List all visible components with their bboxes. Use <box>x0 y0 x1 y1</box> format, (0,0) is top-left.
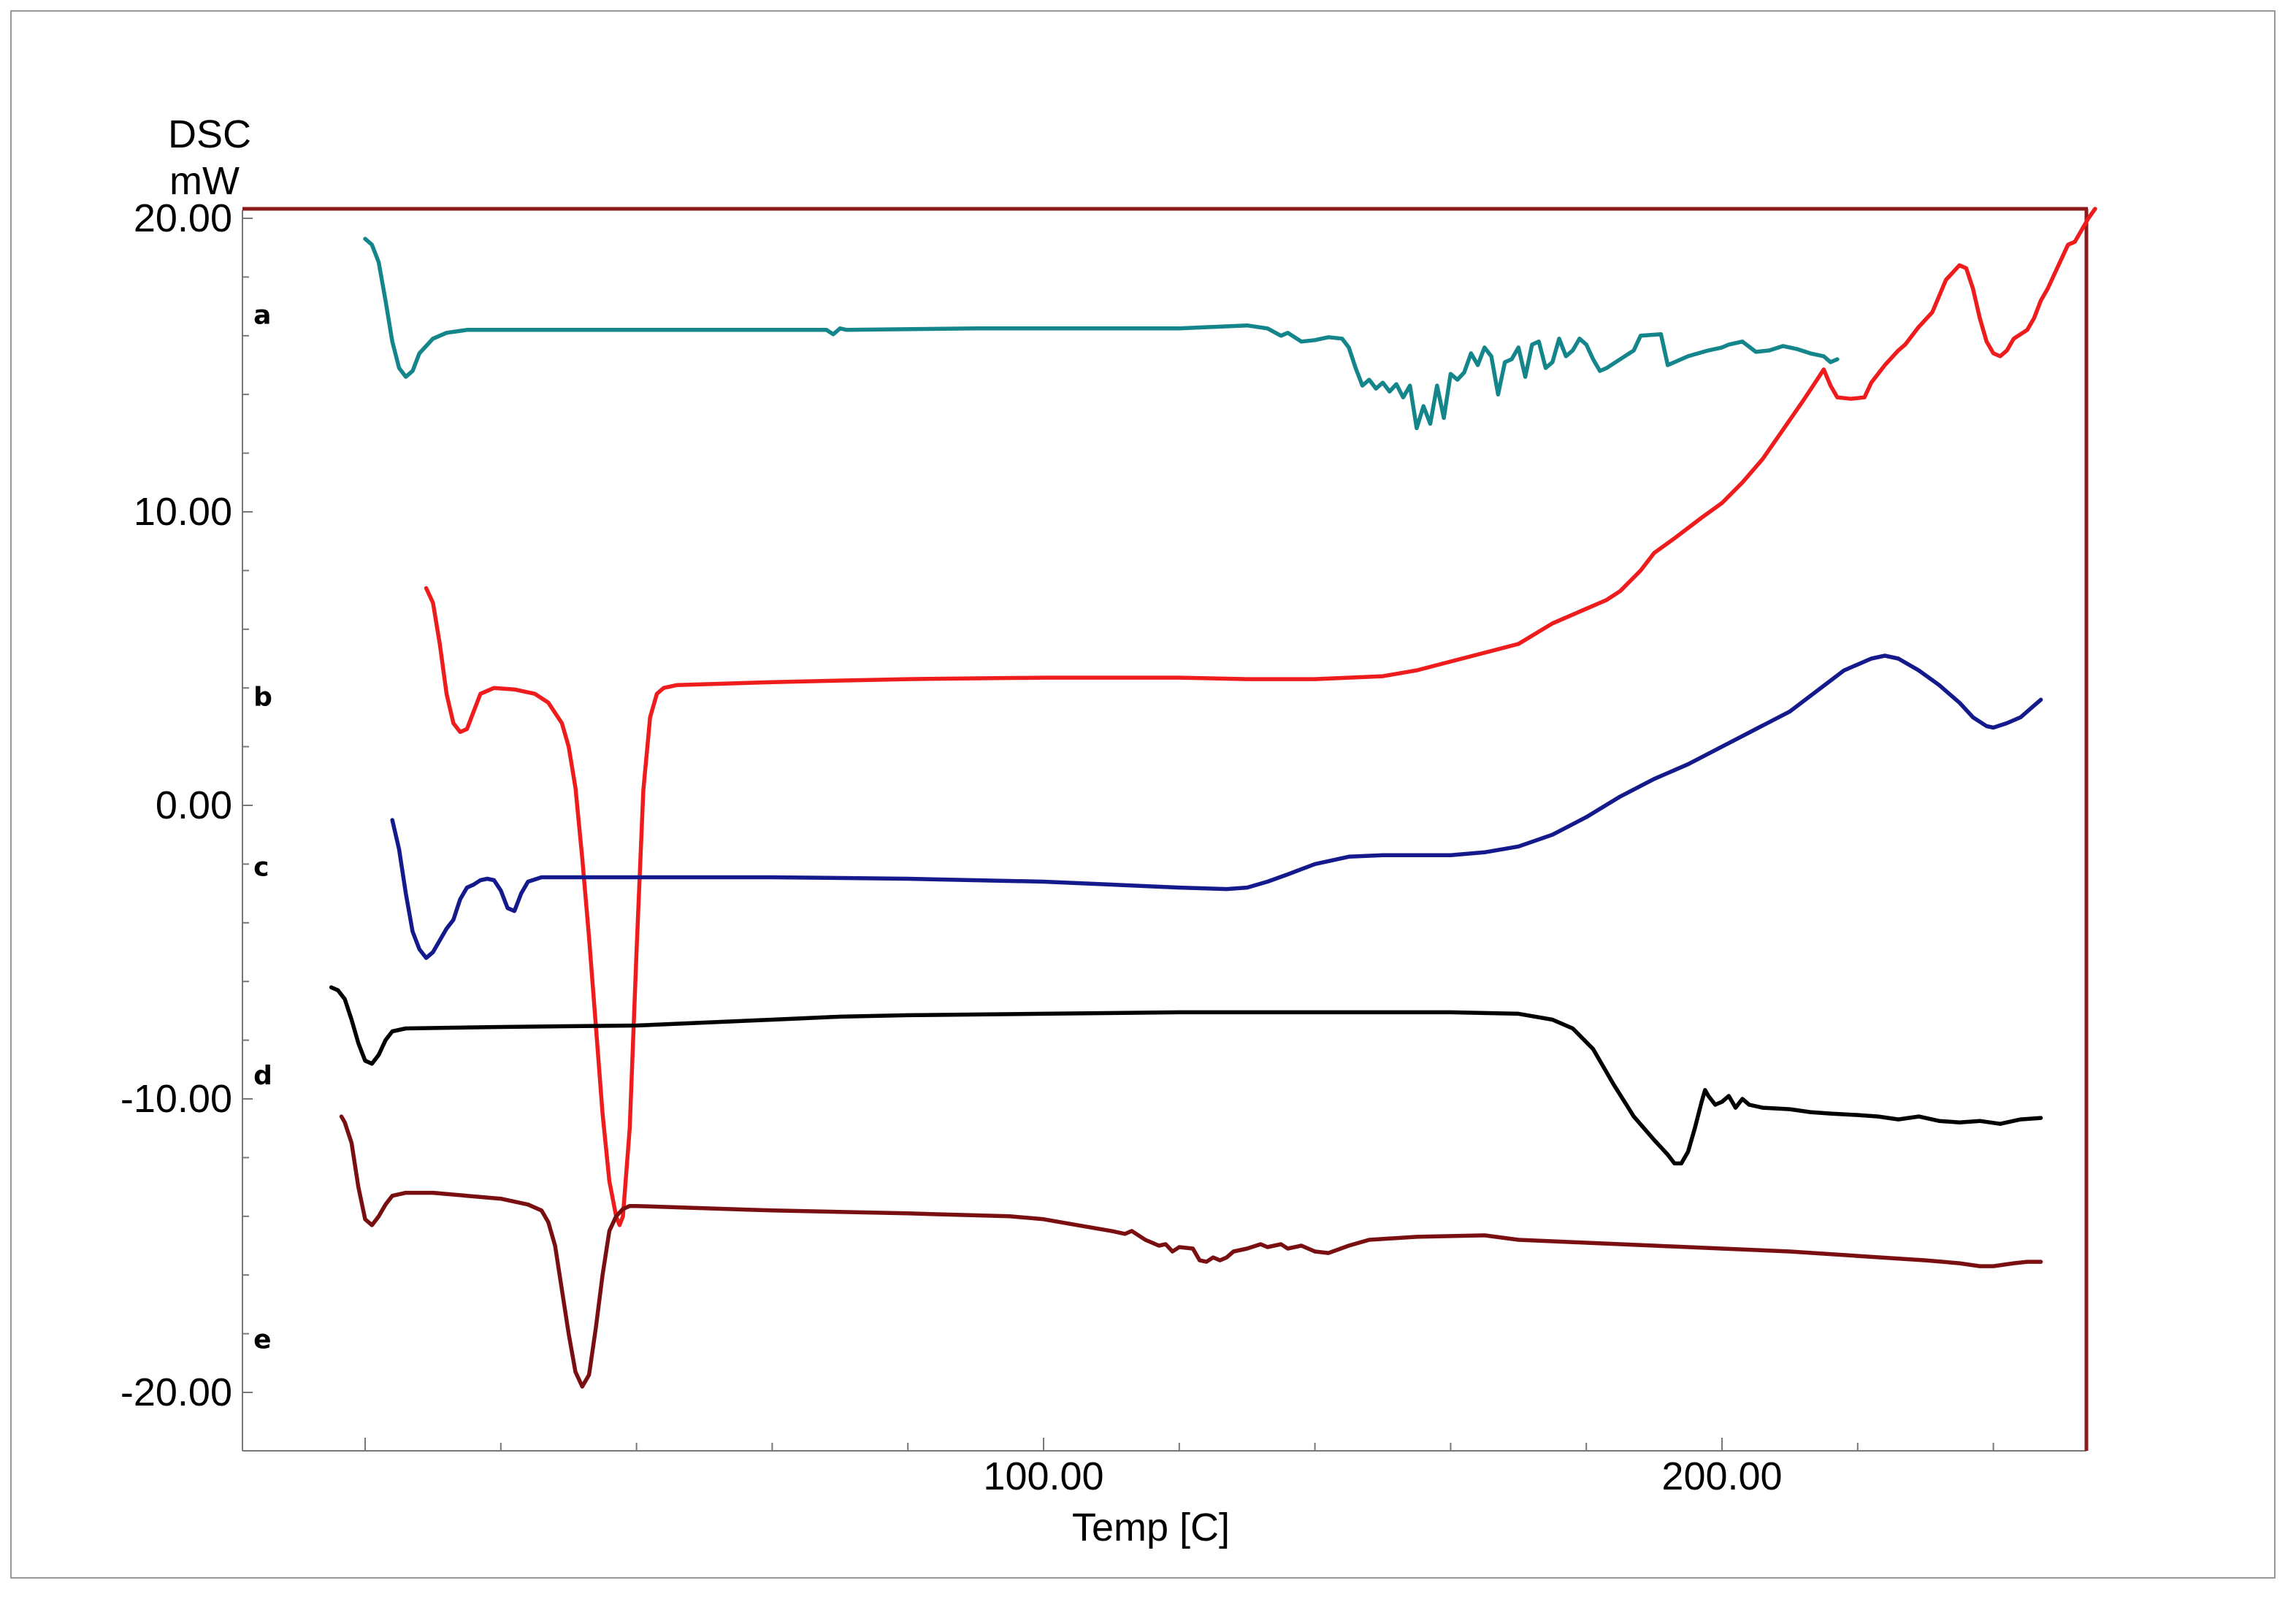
figure-frame <box>10 10 2276 1579</box>
series-line-b <box>424 207 2097 1227</box>
axis-ticks: 20.00 10.00 0.00 -10.00 -20.00 100.00 200.00 <box>120 196 1994 1498</box>
y-axis-title-line1: DSC <box>168 112 251 156</box>
y-tick-label: 20.00 <box>134 196 232 240</box>
series-label-b: b <box>253 682 272 712</box>
series-label-d: d <box>253 1061 272 1091</box>
series-line-d <box>329 985 2043 1166</box>
series-line-c <box>390 653 2043 960</box>
series-line-e <box>339 1114 2043 1389</box>
y-tick-label: -20.00 <box>120 1371 232 1414</box>
series-label-c: c <box>253 852 269 882</box>
series-labels: a b c d e <box>253 301 272 1355</box>
x-axis-title: Temp [C] <box>1072 1506 1230 1549</box>
x-tick-label: 100.00 <box>983 1454 1103 1498</box>
series-label-e: e <box>253 1325 271 1355</box>
y-tick-label: 10.00 <box>134 490 232 534</box>
series-label-a: a <box>253 301 271 331</box>
series-layer <box>329 207 2097 1389</box>
y-axis-title-line2: mW <box>169 159 240 203</box>
y-tick-label: -10.00 <box>120 1077 232 1121</box>
y-tick-label: 0.00 <box>156 783 232 827</box>
series-line-a <box>363 237 1840 431</box>
x-tick-label: 200.00 <box>1661 1454 1782 1498</box>
